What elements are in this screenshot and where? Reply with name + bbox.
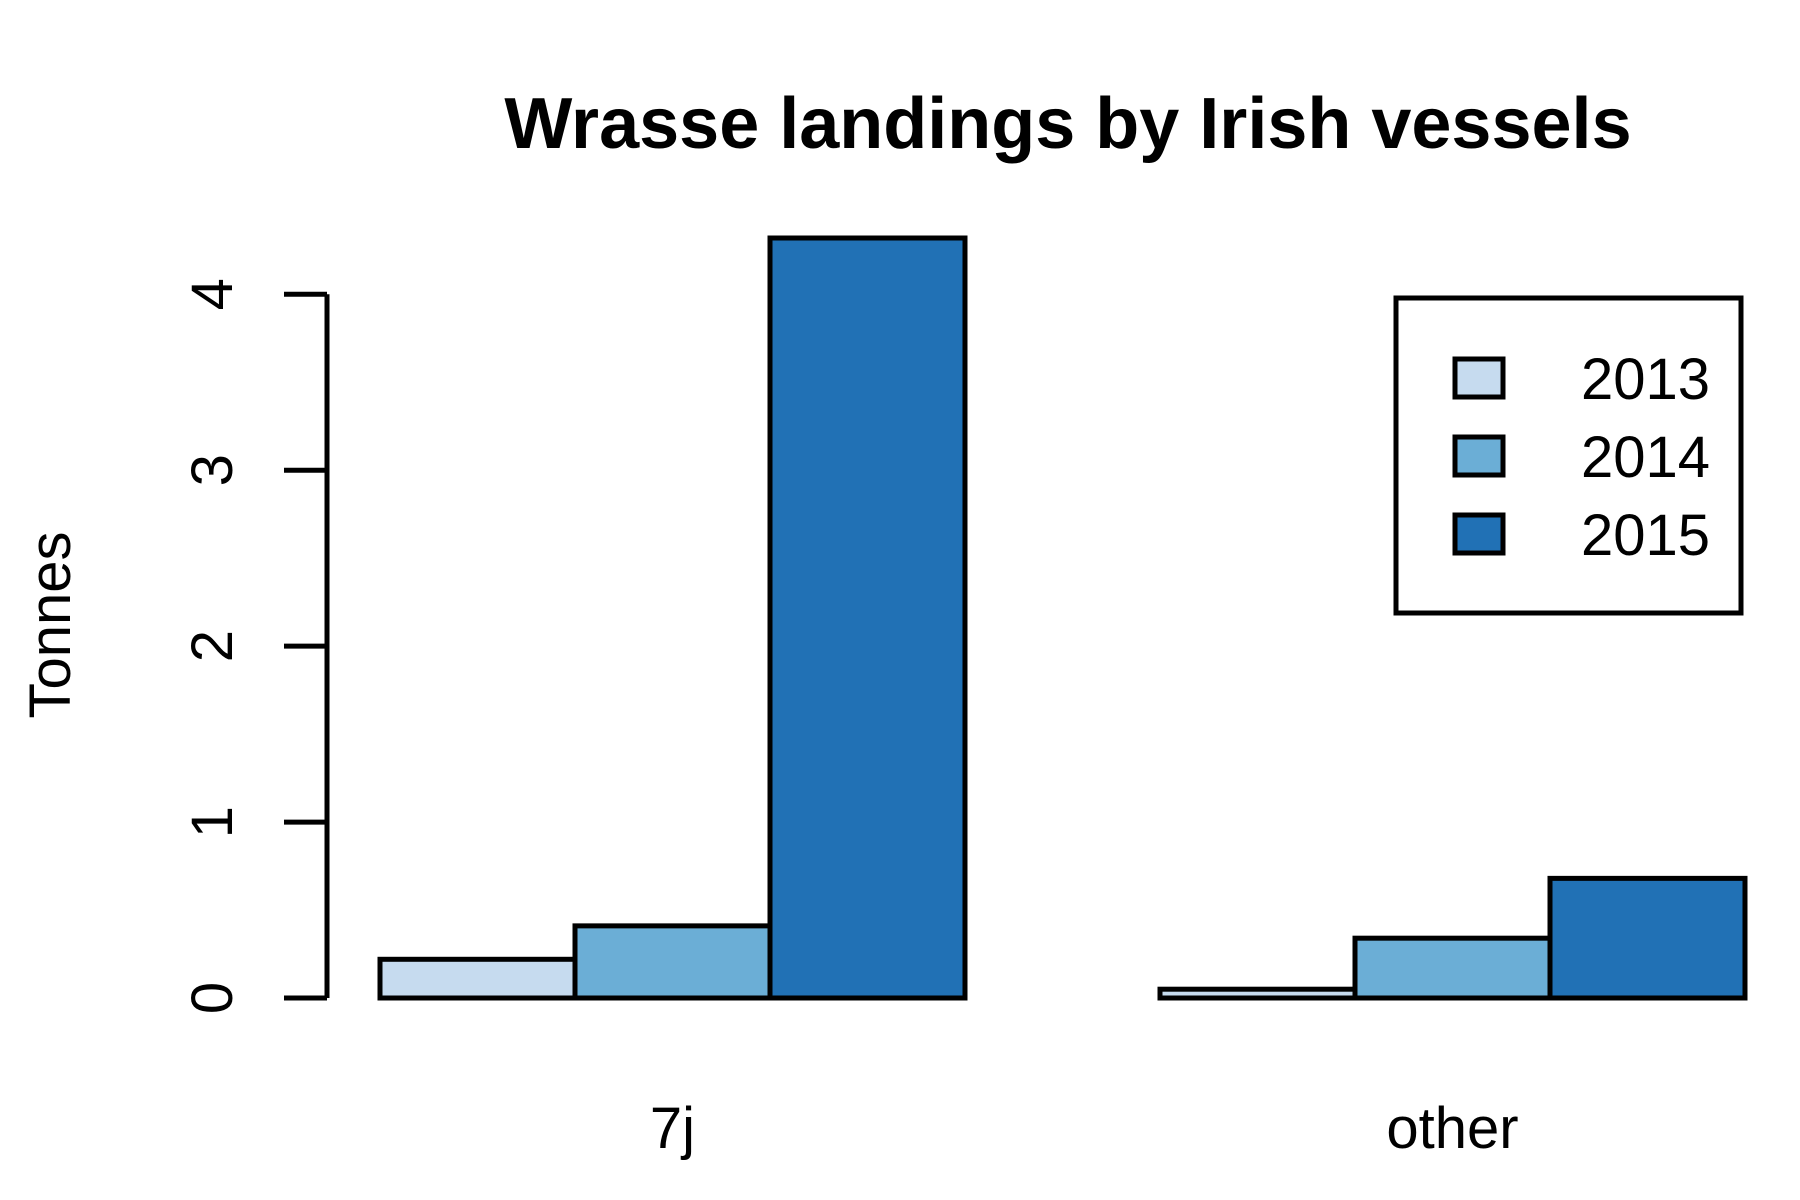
legend-swatch bbox=[1452, 356, 1506, 400]
legend-swatch bbox=[1452, 434, 1506, 478]
x-axis-labels: 7j other bbox=[650, 1096, 1519, 1161]
bar-2014-other bbox=[1352, 935, 1553, 1001]
y-tick-label: 1 bbox=[180, 806, 245, 838]
y-axis-label: Tonnes bbox=[18, 531, 83, 718]
x-tick-label: other bbox=[1386, 1096, 1518, 1161]
legend-label: 2013 bbox=[1581, 347, 1710, 412]
bar-2015-7j bbox=[767, 235, 968, 1001]
y-tick-label: 4 bbox=[180, 278, 245, 310]
legend-label: 2015 bbox=[1581, 503, 1710, 568]
chart-title: Wrasse landings by Irish vessels bbox=[504, 84, 1631, 164]
y-tick-label: 2 bbox=[180, 630, 245, 662]
y-tick-label: 3 bbox=[180, 454, 245, 486]
legend-swatch bbox=[1452, 512, 1506, 556]
y-axis: 0 1 2 3 4 bbox=[180, 278, 330, 1014]
bar-2014-7j bbox=[572, 923, 773, 1001]
legend-label: 2014 bbox=[1581, 425, 1710, 490]
y-tick-label: 0 bbox=[180, 982, 245, 1014]
bar-2013-other bbox=[1157, 986, 1358, 1001]
bar-2015-other bbox=[1547, 875, 1748, 1001]
x-tick-label: 7j bbox=[650, 1096, 695, 1161]
bar-2013-7j bbox=[377, 956, 578, 1001]
bars bbox=[377, 235, 1748, 1001]
legend: 2013 2014 2015 bbox=[1393, 295, 1744, 616]
